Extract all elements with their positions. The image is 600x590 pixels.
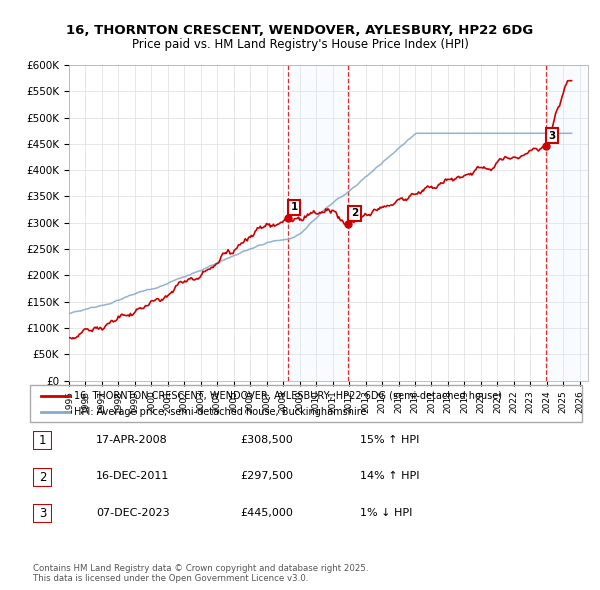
Text: HPI: Average price, semi-detached house, Buckinghamshire: HPI: Average price, semi-detached house,… bbox=[74, 407, 367, 417]
FancyBboxPatch shape bbox=[33, 431, 52, 450]
Text: 1: 1 bbox=[290, 202, 298, 212]
Text: 3: 3 bbox=[548, 130, 556, 140]
Text: 3: 3 bbox=[39, 507, 46, 520]
Text: 1: 1 bbox=[39, 434, 46, 447]
Text: 16, THORNTON CRESCENT, WENDOVER, AYLESBURY, HP22 6DG: 16, THORNTON CRESCENT, WENDOVER, AYLESBU… bbox=[67, 24, 533, 37]
Bar bbox=[288, 65, 349, 381]
Text: 17-APR-2008: 17-APR-2008 bbox=[96, 435, 168, 444]
Bar bbox=[545, 65, 588, 381]
Text: Contains HM Land Registry data © Crown copyright and database right 2025.
This d: Contains HM Land Registry data © Crown c… bbox=[33, 563, 368, 583]
Text: 16-DEC-2011: 16-DEC-2011 bbox=[96, 471, 169, 481]
FancyBboxPatch shape bbox=[33, 468, 52, 487]
Text: 1% ↓ HPI: 1% ↓ HPI bbox=[360, 508, 412, 517]
Text: 15% ↑ HPI: 15% ↑ HPI bbox=[360, 435, 419, 444]
FancyBboxPatch shape bbox=[33, 504, 52, 523]
Text: 16, THORNTON CRESCENT, WENDOVER, AYLESBURY, HP22 6DG (semi-detached house): 16, THORNTON CRESCENT, WENDOVER, AYLESBU… bbox=[74, 391, 502, 401]
Text: 2: 2 bbox=[39, 471, 46, 484]
Text: £445,000: £445,000 bbox=[240, 508, 293, 517]
Text: 14% ↑ HPI: 14% ↑ HPI bbox=[360, 471, 419, 481]
Text: £297,500: £297,500 bbox=[240, 471, 293, 481]
Text: 2: 2 bbox=[351, 208, 358, 218]
Text: Price paid vs. HM Land Registry's House Price Index (HPI): Price paid vs. HM Land Registry's House … bbox=[131, 38, 469, 51]
Text: 07-DEC-2023: 07-DEC-2023 bbox=[96, 508, 170, 517]
Text: £308,500: £308,500 bbox=[240, 435, 293, 444]
